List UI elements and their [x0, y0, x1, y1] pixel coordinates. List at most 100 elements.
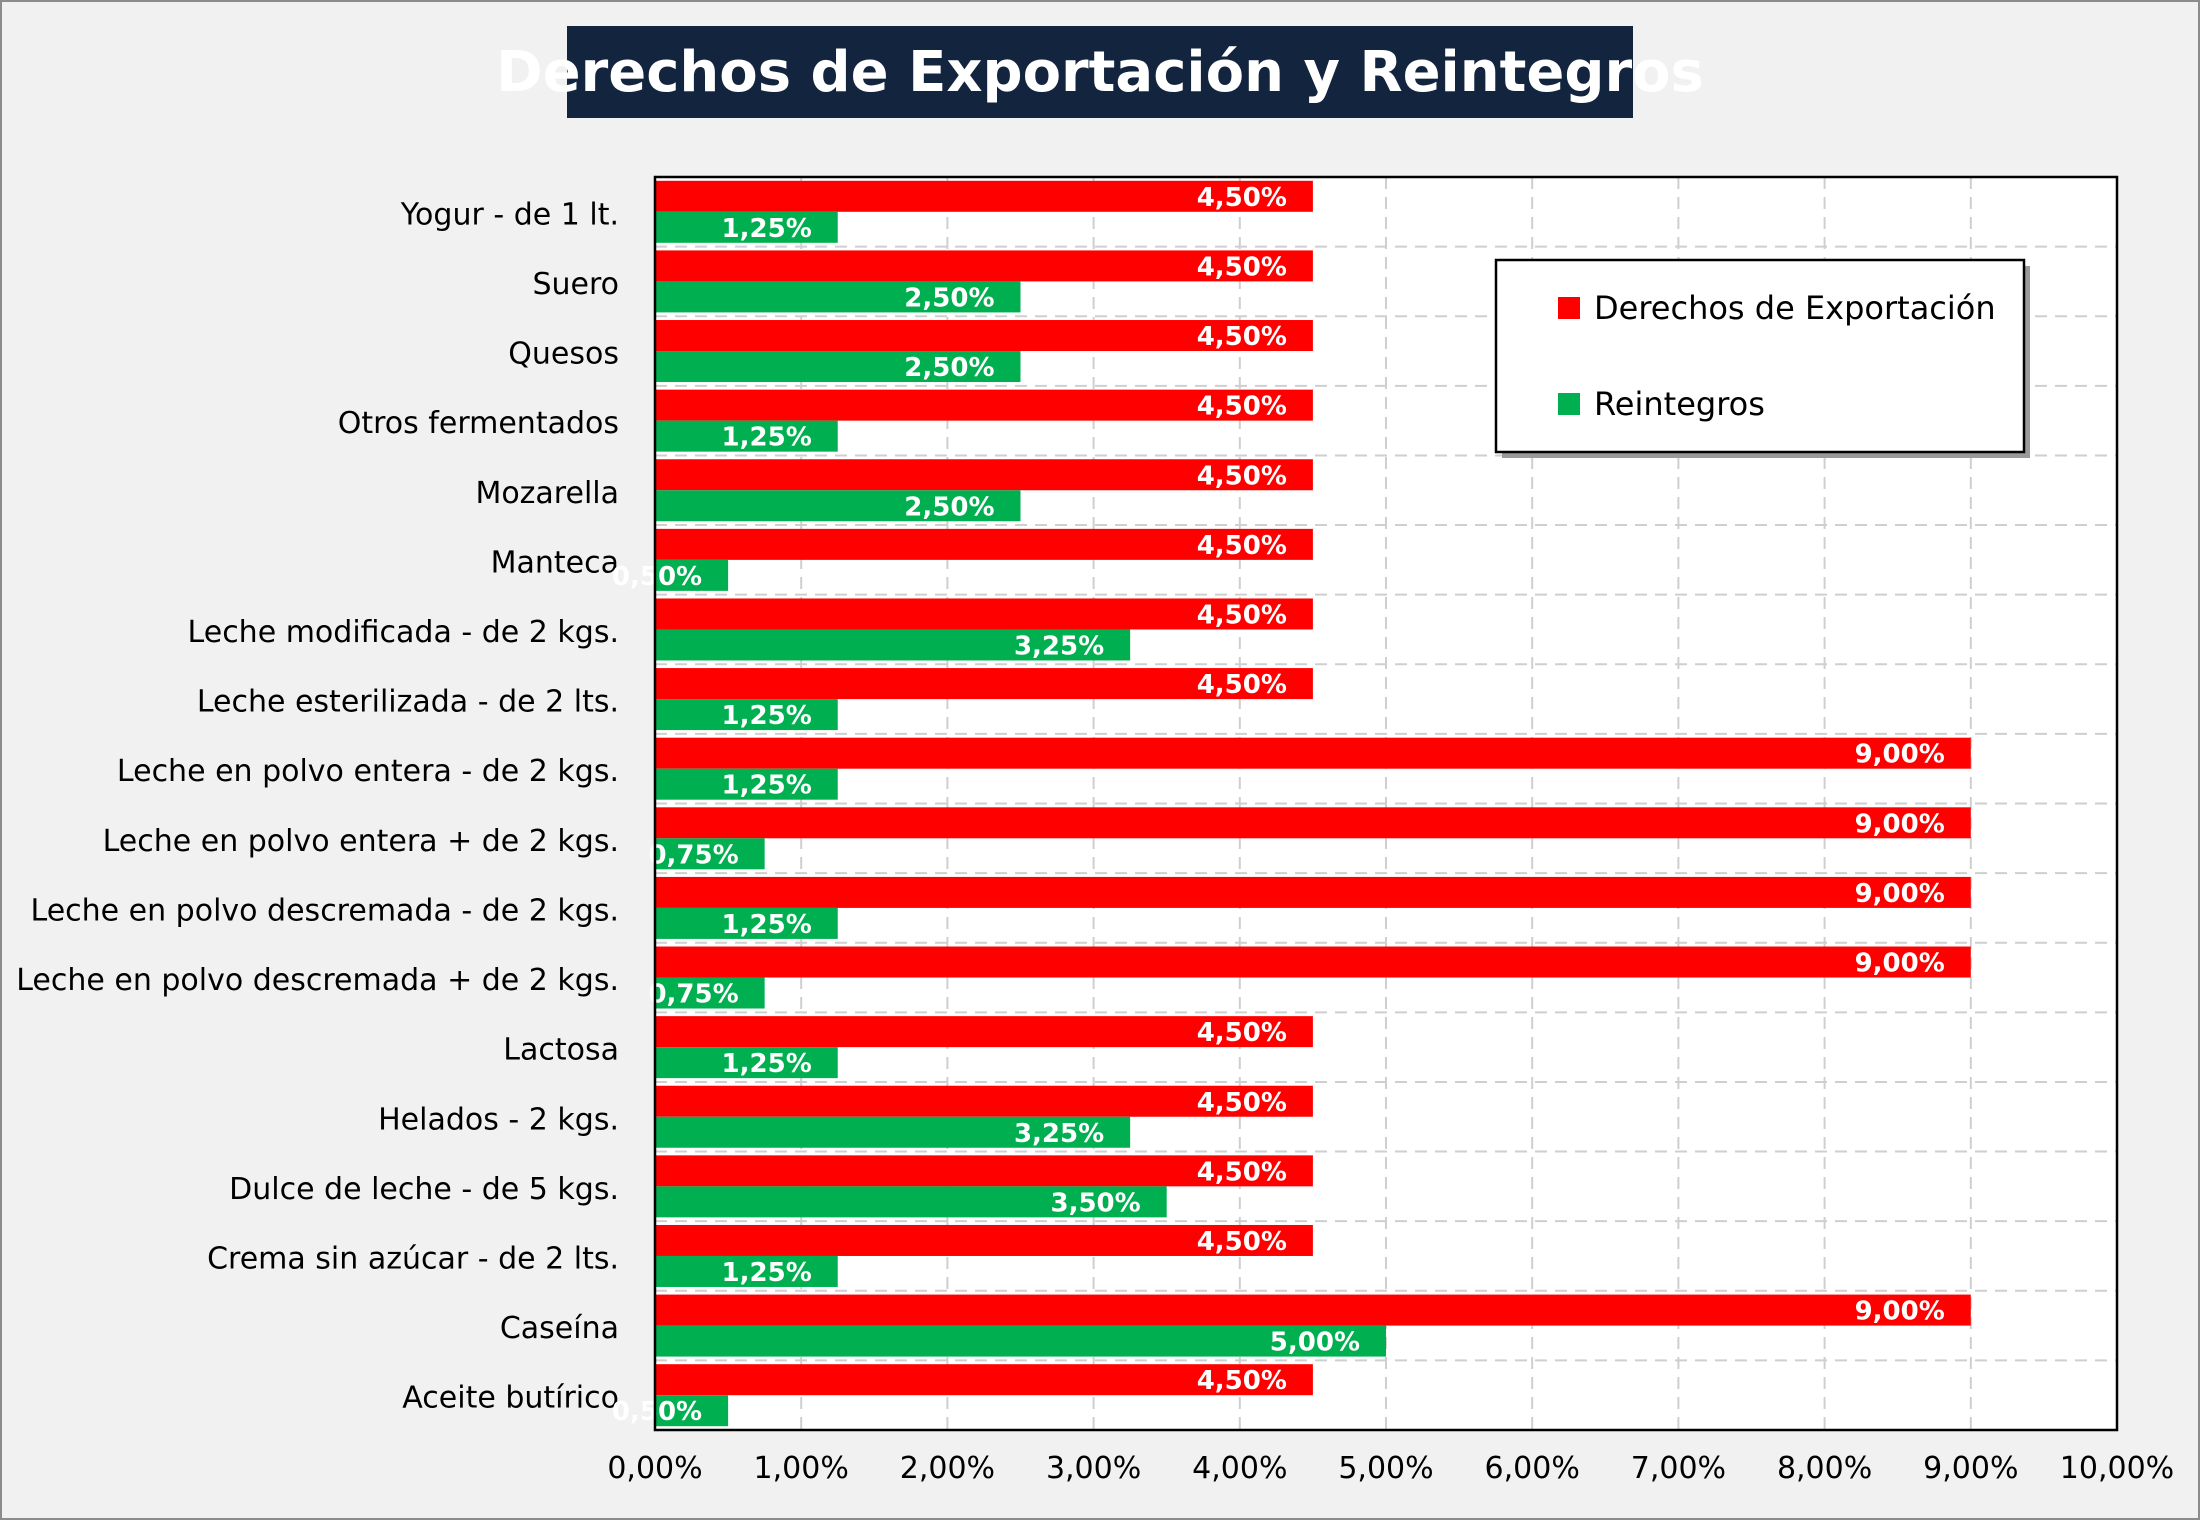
data-label-derechos: 4,50%	[1197, 1366, 1287, 1396]
x-tick-label: 7,00%	[1631, 1451, 1726, 1486]
bar-reintegros	[655, 699, 838, 731]
legend-swatch-derechos	[1558, 297, 1580, 319]
x-tick-label: 2,00%	[900, 1451, 995, 1486]
x-tick-label: 9,00%	[1923, 1451, 2018, 1486]
data-label-reintegros: 2,50%	[904, 283, 994, 313]
data-label-reintegros: 1,25%	[722, 771, 812, 801]
data-label-derechos: 9,00%	[1855, 809, 1945, 839]
chart-title: Derechos de Exportación y Reintegros	[496, 26, 1704, 118]
bar-reintegros	[655, 629, 1131, 661]
legend-label-derechos: Derechos de Exportación	[1594, 289, 1996, 327]
data-label-reintegros: 1,25%	[722, 1049, 812, 1079]
data-label-derechos: 4,50%	[1197, 600, 1287, 630]
data-label-derechos: 4,50%	[1197, 1227, 1287, 1257]
data-label-reintegros: 3,50%	[1050, 1188, 1140, 1218]
data-label-derechos: 9,00%	[1855, 740, 1945, 770]
bar-reintegros	[655, 1255, 838, 1287]
bar-derechos	[655, 459, 1313, 491]
x-tick-label: 4,00%	[1192, 1451, 1287, 1486]
data-label-derechos: 4,50%	[1197, 1088, 1287, 1118]
bar-reintegros	[655, 420, 838, 452]
bar-derechos	[655, 1016, 1313, 1048]
bar-reintegros	[655, 907, 838, 939]
data-label-derechos: 4,50%	[1197, 252, 1287, 282]
data-label-derechos: 4,50%	[1197, 392, 1287, 422]
category-label: Caseína	[500, 1311, 619, 1346]
x-tick-label: 1,00%	[754, 1451, 849, 1486]
data-label-reintegros: 0,50%	[612, 562, 702, 592]
category-label: Leche en polvo entera - de 2 kgs.	[117, 754, 619, 789]
category-label: Yogur - de 1 lt.	[400, 197, 619, 232]
bar-derechos	[655, 528, 1313, 560]
data-label-derechos: 9,00%	[1855, 879, 1945, 909]
data-label-reintegros: 1,25%	[722, 1258, 812, 1288]
data-label-reintegros: 5,00%	[1270, 1328, 1360, 1358]
bar-derechos	[655, 250, 1313, 282]
legend-swatch-reintegros	[1558, 393, 1580, 415]
bar-reintegros	[655, 1116, 1131, 1148]
legend-label-reintegros: Reintegros	[1594, 385, 1765, 423]
category-label: Helados - 2 kgs.	[378, 1102, 619, 1137]
data-label-reintegros: 3,25%	[1014, 631, 1104, 661]
data-label-reintegros: 1,25%	[722, 214, 812, 244]
data-label-derechos: 4,50%	[1197, 461, 1287, 491]
x-tick-label: 3,00%	[1046, 1451, 1141, 1486]
category-label: Leche modificada - de 2 kgs.	[188, 615, 619, 650]
category-label: Aceite butírico	[402, 1381, 619, 1416]
data-label-derechos: 4,50%	[1197, 322, 1287, 352]
x-tick-label: 8,00%	[1777, 1451, 1872, 1486]
category-label: Leche esterilizada - de 2 lts.	[197, 685, 619, 720]
bar-derechos	[655, 320, 1313, 352]
bar-derechos	[655, 1294, 1971, 1326]
bar-reintegros	[655, 559, 729, 591]
bar-reintegros	[655, 211, 838, 243]
category-label: Leche en polvo entera + de 2 kgs.	[103, 824, 619, 859]
bar-reintegros	[655, 1047, 838, 1079]
bar-derechos	[655, 668, 1313, 700]
bar-derechos	[655, 807, 1971, 839]
data-label-derechos: 4,50%	[1197, 183, 1287, 213]
bar-reintegros	[655, 281, 1021, 313]
category-label: Dulce de leche - de 5 kgs.	[229, 1172, 619, 1207]
data-label-reintegros: 2,50%	[904, 353, 994, 383]
category-label: Leche en polvo descremada - de 2 kgs.	[31, 893, 619, 928]
data-label-reintegros: 2,50%	[904, 492, 994, 522]
category-label: Lactosa	[503, 1033, 619, 1068]
data-label-derechos: 4,50%	[1197, 1018, 1287, 1048]
data-label-derechos: 9,00%	[1855, 1297, 1945, 1327]
bar-derechos	[655, 876, 1971, 908]
data-label-reintegros: 0,75%	[648, 980, 738, 1010]
data-label-reintegros: 1,25%	[722, 701, 812, 731]
bar-derechos	[655, 1224, 1313, 1256]
data-label-derechos: 4,50%	[1197, 670, 1287, 700]
bar-derechos	[655, 737, 1971, 769]
plot-border	[653, 175, 2119, 1432]
data-label-reintegros: 0,75%	[648, 840, 738, 870]
category-label: Manteca	[491, 545, 619, 580]
category-label: Leche en polvo descremada + de 2 kgs.	[16, 963, 619, 998]
bar-reintegros	[655, 977, 765, 1009]
data-label-reintegros: 1,25%	[722, 423, 812, 453]
category-label: Mozarella	[475, 476, 619, 511]
bar-derechos	[655, 389, 1313, 421]
x-tick-label: 6,00%	[1485, 1451, 1580, 1486]
bar-reintegros	[655, 838, 765, 870]
bar-reintegros	[655, 490, 1021, 522]
data-label-reintegros: 3,25%	[1014, 1119, 1104, 1149]
legend	[1494, 258, 2026, 454]
data-label-reintegros: 1,25%	[722, 910, 812, 940]
bar-derechos	[655, 598, 1313, 630]
category-label: Quesos	[508, 337, 619, 372]
data-label-derechos: 4,50%	[1197, 531, 1287, 561]
bar-reintegros	[655, 1325, 1386, 1357]
bar-derechos	[655, 1364, 1313, 1396]
data-label-reintegros: 0,50%	[612, 1397, 702, 1427]
x-tick-label: 10,00%	[2060, 1451, 2174, 1486]
bar-reintegros	[655, 1186, 1167, 1218]
category-label: Otros fermentados	[338, 406, 619, 441]
bar-reintegros	[655, 768, 838, 800]
bar-derechos	[655, 1155, 1313, 1187]
category-label: Suero	[532, 267, 619, 302]
x-tick-label: 0,00%	[607, 1451, 702, 1486]
